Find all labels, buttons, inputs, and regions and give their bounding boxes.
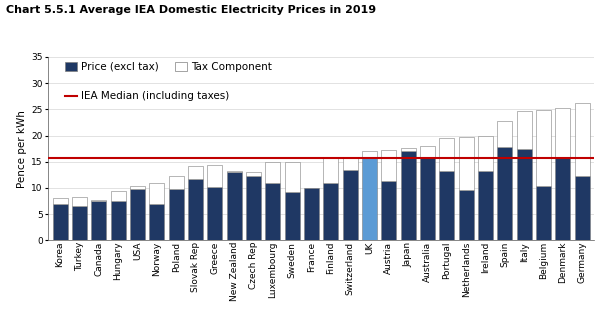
Bar bbox=[459, 137, 474, 190]
Bar bbox=[53, 204, 68, 240]
Bar bbox=[381, 181, 396, 240]
Bar bbox=[285, 192, 300, 240]
Bar bbox=[168, 176, 184, 189]
Bar bbox=[130, 189, 145, 240]
Bar bbox=[53, 198, 68, 204]
Bar bbox=[555, 157, 570, 240]
Bar bbox=[517, 149, 532, 240]
Bar bbox=[324, 183, 338, 240]
Bar bbox=[246, 172, 261, 176]
Bar bbox=[285, 162, 300, 192]
Bar bbox=[459, 190, 474, 240]
Bar bbox=[574, 103, 590, 176]
Bar bbox=[381, 150, 396, 181]
Y-axis label: Pence per kWh: Pence per kWh bbox=[17, 110, 27, 188]
Bar bbox=[227, 171, 242, 172]
Bar bbox=[207, 187, 222, 240]
Bar bbox=[207, 165, 222, 187]
Bar bbox=[555, 108, 570, 157]
Bar bbox=[574, 176, 590, 240]
Bar bbox=[362, 151, 377, 158]
Bar bbox=[420, 146, 435, 157]
Bar bbox=[110, 201, 125, 240]
Bar bbox=[478, 136, 493, 171]
Bar bbox=[72, 206, 87, 240]
Bar bbox=[401, 151, 416, 240]
Legend: IEA Median (including taxes): IEA Median (including taxes) bbox=[65, 92, 230, 102]
Bar bbox=[92, 201, 106, 240]
Bar bbox=[149, 183, 164, 204]
Bar bbox=[342, 157, 358, 170]
Bar bbox=[168, 189, 184, 240]
Bar bbox=[517, 111, 532, 149]
Bar bbox=[246, 176, 261, 240]
Bar bbox=[110, 191, 125, 201]
Bar bbox=[439, 138, 454, 171]
Bar bbox=[72, 197, 87, 206]
Bar bbox=[439, 171, 454, 240]
Bar bbox=[265, 183, 281, 240]
Bar bbox=[342, 170, 358, 240]
Bar bbox=[149, 204, 164, 240]
Bar bbox=[92, 199, 106, 201]
Bar bbox=[536, 110, 551, 186]
Bar bbox=[498, 147, 513, 240]
Bar bbox=[401, 148, 416, 151]
Bar bbox=[324, 157, 338, 183]
Bar bbox=[188, 166, 203, 179]
Bar bbox=[188, 179, 203, 240]
Bar bbox=[362, 158, 377, 240]
Bar bbox=[498, 121, 513, 147]
Text: Chart 5.5.1 Average IEA Domestic Electricity Prices in 2019: Chart 5.5.1 Average IEA Domestic Electri… bbox=[6, 5, 376, 15]
Bar bbox=[420, 157, 435, 240]
Bar bbox=[227, 172, 242, 240]
Bar bbox=[130, 186, 145, 189]
Bar bbox=[265, 162, 281, 183]
Bar bbox=[536, 186, 551, 240]
Bar bbox=[478, 171, 493, 240]
Bar bbox=[304, 188, 319, 240]
